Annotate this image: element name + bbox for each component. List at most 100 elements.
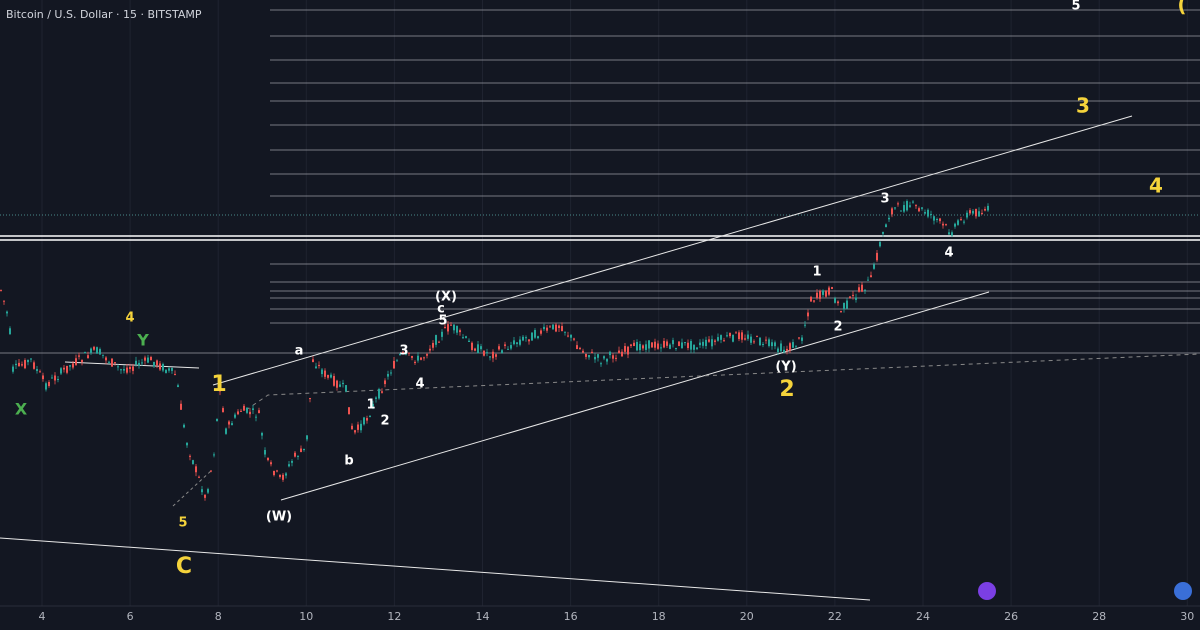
candle-body <box>693 344 695 350</box>
wave-label: X <box>15 400 28 419</box>
candle-body <box>18 362 20 367</box>
candle-body <box>483 350 485 356</box>
candle-body <box>303 448 305 450</box>
candle-body <box>762 343 764 346</box>
time-label: 8 <box>215 610 222 623</box>
candle-body <box>519 339 521 345</box>
candle-body <box>891 208 893 215</box>
candle-body <box>741 332 743 340</box>
candle-body <box>9 328 11 335</box>
wave-label: 3 <box>880 192 889 207</box>
candle-body <box>252 408 254 411</box>
candle-body <box>534 329 536 338</box>
candle-body <box>21 364 23 366</box>
candle-body <box>879 242 881 247</box>
candle-body <box>588 355 590 358</box>
candle-body <box>777 348 779 353</box>
candle-body <box>768 339 770 346</box>
candle-body <box>174 373 176 375</box>
candle-body <box>96 347 98 354</box>
candle-body <box>216 418 218 422</box>
candle-body <box>270 462 272 465</box>
candle-body <box>114 362 116 364</box>
candle-body <box>876 252 878 261</box>
candle-body <box>711 339 713 347</box>
candle-body <box>30 358 32 360</box>
candle-body <box>816 292 818 299</box>
candle-body <box>903 205 905 212</box>
candle-body <box>714 340 716 342</box>
candle-body <box>573 338 575 340</box>
candle-body <box>432 342 434 348</box>
candle-body <box>552 324 554 330</box>
candle-body <box>438 341 440 343</box>
replay-icon[interactable] <box>978 582 996 600</box>
candle-body <box>345 385 347 392</box>
candle-body <box>312 359 314 363</box>
candle-body <box>330 374 332 378</box>
candle-body <box>660 347 662 349</box>
candle-body <box>225 428 227 434</box>
time-label: 4 <box>39 610 46 623</box>
candle-body <box>939 218 941 222</box>
candle-body <box>825 290 827 297</box>
candle-body <box>636 341 638 351</box>
candle-body <box>804 324 806 326</box>
candle-body <box>555 324 557 332</box>
candle-body <box>282 474 284 480</box>
candle-body <box>324 370 326 377</box>
wave-label: 5 <box>438 314 447 329</box>
candle-body <box>360 423 362 431</box>
candle-body <box>855 297 857 300</box>
candle-body <box>960 219 962 221</box>
horizontal-levels <box>0 9 1200 354</box>
candle-body <box>525 337 527 339</box>
candle-body <box>111 358 113 367</box>
candle-body <box>54 375 56 381</box>
candle-body <box>516 342 518 345</box>
candle-body <box>465 336 467 338</box>
candle-body <box>231 423 233 426</box>
candle-body <box>795 345 797 347</box>
flag-icon[interactable] <box>1174 582 1192 600</box>
candle-body <box>90 348 92 353</box>
candle-body <box>729 332 731 337</box>
candle-body <box>600 363 602 365</box>
wave-label: 4 <box>125 311 134 326</box>
candle-body <box>294 452 296 457</box>
candle-body <box>852 294 854 296</box>
candle-body <box>327 374 329 378</box>
candle-body <box>954 223 956 227</box>
candle-body <box>507 348 509 350</box>
candle-body <box>648 340 650 349</box>
candle-body <box>204 494 206 498</box>
candle-body <box>132 366 134 371</box>
candle-body <box>285 473 287 476</box>
candle-body <box>75 358 77 365</box>
candle-body <box>702 341 704 346</box>
candle-body <box>417 355 419 361</box>
candle-body <box>570 334 572 338</box>
candle-body <box>390 372 392 374</box>
candle-body <box>633 342 635 347</box>
candle-body <box>372 403 374 408</box>
wave-label: ( <box>1177 0 1186 17</box>
candle-body <box>618 350 620 354</box>
candle-body <box>24 360 26 369</box>
candle-body <box>147 357 149 363</box>
wave-label: 4 <box>415 377 424 392</box>
candle-body <box>594 356 596 360</box>
candle-body <box>45 383 47 390</box>
candle-body <box>249 411 251 415</box>
candle-body <box>609 351 611 356</box>
candle-body <box>819 290 821 299</box>
candle-body <box>726 335 728 337</box>
candle-body <box>924 212 926 214</box>
price-candles <box>0 199 989 501</box>
candle-body <box>690 341 692 350</box>
candle-body <box>765 339 767 341</box>
time-label: 30 <box>1180 610 1194 623</box>
candle-body <box>399 354 401 356</box>
candle-body <box>981 212 983 214</box>
candle-body <box>621 351 623 357</box>
